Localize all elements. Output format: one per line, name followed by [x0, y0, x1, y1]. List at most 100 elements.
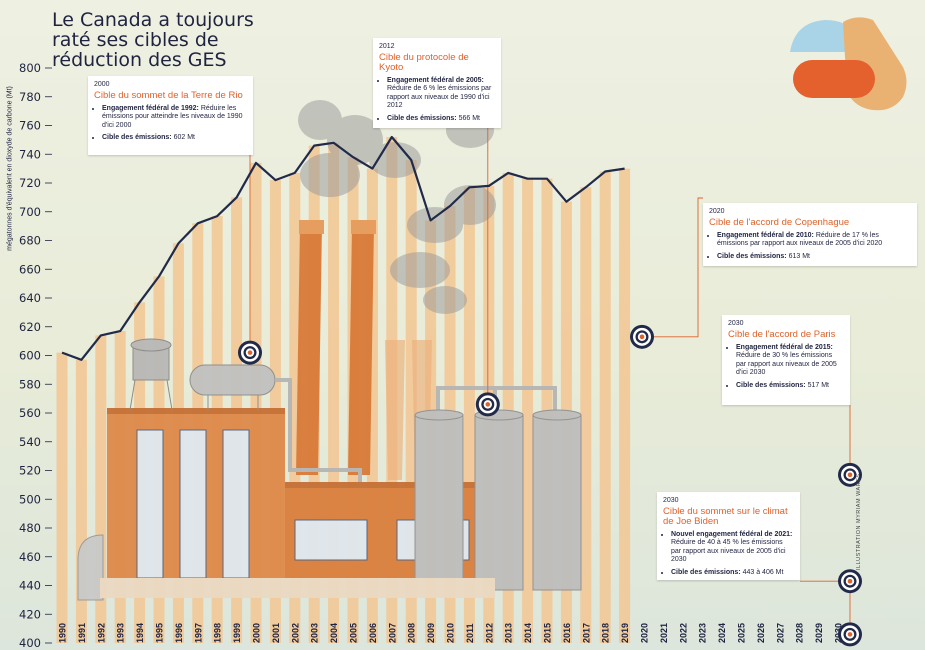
factory-illustration	[77, 100, 582, 601]
y-tick-label: 500	[19, 492, 41, 506]
bar-1990	[56, 352, 68, 643]
x-tick-label: 2001	[271, 623, 281, 643]
y-tick-label: 680	[19, 234, 41, 248]
illustration-credit: ILLUSTRATION MYRIAM WARES	[856, 473, 862, 570]
y-axis-label: mégatonnes d'équivalent en dioxyde de ca…	[6, 86, 14, 251]
bar-2013	[502, 172, 514, 643]
annotation-engagement: Engagement fédéral de 2005: Réduire de 6…	[387, 77, 495, 111]
y-tick-label: 440	[19, 579, 41, 593]
y-tick-label: 420	[19, 607, 41, 621]
annotation-engagement: Engagement fédéral de 2015: Réduire de 3…	[736, 344, 844, 378]
annotation-rio: 2000 Cible du sommet de la Terre de Rio …	[88, 76, 253, 155]
annotation-title: Cible de l'accord de Paris	[728, 328, 836, 340]
bar-1991	[75, 359, 87, 643]
x-tick-label: 2010	[446, 623, 456, 643]
annotation-year: 2030	[663, 497, 679, 504]
y-tick-label: 480	[19, 521, 41, 535]
marker-center	[847, 472, 853, 478]
marker-center	[247, 350, 253, 355]
annotation-cible: Cible des émissions: 566 Mt	[387, 115, 495, 124]
x-tick-label: 2026	[756, 623, 766, 643]
bar-2014	[522, 178, 534, 643]
bar-2018	[599, 171, 611, 643]
annotation-year: 2030	[728, 320, 744, 327]
x-tick-label: 2022	[678, 623, 688, 643]
x-tick-label: 2028	[795, 623, 805, 643]
x-tick-label: 2002	[290, 623, 300, 643]
x-axis: 1990 1991 1992 1993 1994 1995 1996 1997 1998 1999…	[58, 623, 844, 643]
y-tick-label: 600	[19, 349, 41, 363]
bar-2000	[250, 162, 262, 643]
x-tick-label: 1996	[174, 623, 184, 643]
x-tick-label: 1999	[232, 623, 242, 643]
y-tick-label: 460	[19, 550, 41, 564]
annotation-year: 2012	[379, 43, 395, 50]
target-markers	[238, 324, 862, 647]
x-tick-label: 2021	[659, 623, 669, 643]
target-marker-rio	[238, 340, 262, 365]
annotation-paris: 2030 Cible de l'accord de Paris Engageme…	[722, 315, 850, 405]
connector-copenhague	[654, 197, 703, 338]
x-tick-label: 1994	[135, 623, 145, 643]
target-marker-paris	[838, 462, 862, 487]
x-tick-label: 2025	[737, 623, 747, 643]
y-tick-label: 540	[19, 435, 41, 449]
annotation-engagement: Engagement fédéral de 2010: Réduire de 1…	[717, 232, 911, 249]
x-tick-label: 2027	[775, 623, 785, 643]
x-tick-label: 2000	[252, 623, 262, 643]
x-tick-label: 2018	[601, 623, 611, 643]
x-tick-label: 2004	[329, 623, 339, 643]
annotation-title: Cible du sommet de la Terre de Rio	[94, 89, 243, 101]
x-tick-label: 2014	[523, 623, 533, 643]
annotation-title: Cible du sommet sur le climat de Joe Bid…	[663, 505, 788, 527]
x-tick-label: 1990	[58, 623, 68, 643]
annotation-biden: 2030 Cible du sommet sur le climat de Jo…	[657, 492, 800, 580]
x-tick-label: 2019	[620, 623, 630, 643]
annotation-year: 2020	[709, 208, 725, 215]
marker-ring	[847, 632, 853, 637]
y-tick-label: 760	[19, 119, 41, 133]
x-tick-label: 2013	[504, 623, 514, 643]
annotation-title: Cible du protocole de Kyoto	[379, 51, 469, 73]
annotation-connectors	[249, 128, 851, 623]
x-tick-label: 2011	[465, 623, 475, 643]
x-tick-label: 2024	[717, 623, 727, 643]
y-tick-label: 740	[19, 147, 41, 161]
bar-2011	[463, 187, 475, 643]
annotation-cible: Cible des émissions: 443 à 406 Mt	[671, 569, 794, 578]
marker-center	[639, 334, 645, 340]
x-tick-label: 2016	[562, 623, 572, 643]
annotation-kyoto: 2012 Cible du protocole de Kyoto Engagem…	[373, 38, 501, 128]
x-tick-label: 2012	[484, 623, 494, 643]
x-tick-label: 2006	[368, 623, 378, 643]
x-tick-label: 2007	[387, 623, 397, 643]
x-tick-label: 2009	[426, 623, 436, 643]
annotation-cible: Cible des émissions: 613 Mt	[717, 253, 911, 262]
chart-title: Le Canada a toujours raté ses cibles de …	[52, 9, 254, 71]
x-tick-label: 1993	[116, 623, 126, 643]
y-tick-label: 700	[19, 205, 41, 219]
bar-2002	[289, 172, 301, 643]
brand-logo	[790, 17, 907, 111]
marker-center	[847, 578, 853, 584]
bar-2006	[366, 168, 378, 643]
y-tick-label: 720	[19, 176, 41, 190]
y-tick-label: 780	[19, 90, 41, 104]
x-tick-label: 1995	[155, 623, 165, 643]
x-tick-label: 2020	[640, 623, 650, 643]
x-tick-label: 2023	[698, 623, 708, 643]
y-axis: 400 420 440 460 480 500 520 540 560 580 600 620 640 6…	[19, 61, 52, 650]
annotation-year: 2000	[94, 81, 110, 88]
emissions-line	[61, 135, 625, 361]
annotation-cible: Cible des émissions: 517 Mt	[736, 382, 844, 391]
annotation-title: Cible de l'accord de Copenhague	[709, 216, 850, 228]
bar-1992	[95, 335, 107, 643]
target-marker-biden	[838, 569, 862, 594]
y-tick-label: 400	[19, 636, 41, 650]
x-tick-label: 1992	[96, 623, 106, 643]
x-tick-label: 2017	[581, 623, 591, 643]
y-tick-label: 620	[19, 320, 41, 334]
x-tick-label: 2029	[814, 623, 824, 643]
x-tick-label: 2015	[543, 623, 553, 643]
annotation-engagement: Engagement fédéral de 1992: Réduire les …	[102, 105, 247, 131]
